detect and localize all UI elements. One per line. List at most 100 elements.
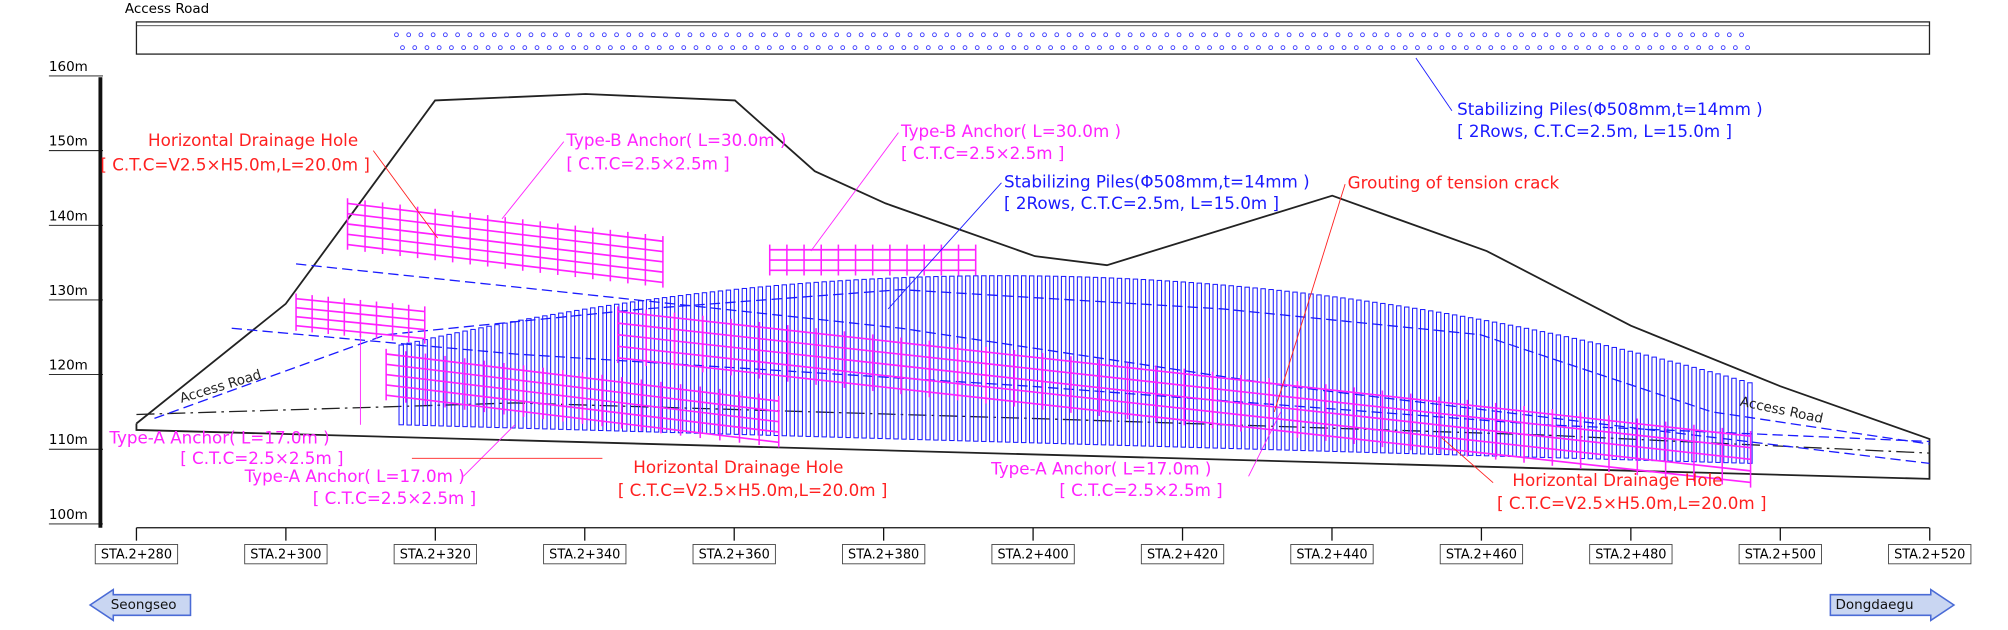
slip-line — [231, 327, 1930, 443]
annotation: Horizontal Drainage Hole — [1512, 470, 1722, 490]
pile-dot — [1176, 32, 1182, 38]
pile-dot — [1237, 32, 1243, 38]
station-box — [1140, 544, 1225, 565]
pile-dot — [1604, 32, 1610, 38]
pile — [526, 318, 532, 429]
pile — [741, 287, 748, 436]
station-label: STA.2+280 — [101, 547, 172, 562]
pile-dot — [1292, 45, 1298, 51]
pile — [1611, 346, 1617, 460]
pile — [1547, 332, 1554, 459]
pile-dot — [1201, 32, 1206, 38]
pile-dot — [742, 45, 748, 51]
direction-label: Seongseo — [111, 597, 177, 613]
leader-line — [501, 141, 565, 220]
pile — [1076, 276, 1083, 445]
pile-dot — [932, 32, 937, 38]
pile-dot — [656, 45, 662, 51]
pile — [1579, 339, 1586, 460]
pile-dot — [962, 45, 968, 51]
pile-dot — [1647, 45, 1653, 51]
pile-dot — [1311, 32, 1316, 38]
station-label: STA.2+300 — [250, 547, 321, 562]
pile-dot — [1353, 45, 1359, 51]
station-label: STA.2+340 — [549, 547, 620, 562]
pile — [1723, 375, 1729, 464]
pile — [885, 277, 891, 440]
pile-dot — [748, 32, 754, 38]
pile-dot — [809, 32, 815, 38]
pile — [1499, 323, 1506, 457]
pile-dot — [1622, 45, 1628, 51]
leader-line — [1248, 411, 1282, 477]
pile — [1188, 282, 1194, 448]
pile — [925, 276, 931, 441]
pile-dot — [1164, 32, 1170, 38]
pile — [414, 340, 420, 426]
pile-dot — [870, 32, 876, 38]
pile — [1292, 291, 1298, 451]
station-label: STA.2+500 — [1745, 547, 1816, 562]
station-box — [1589, 544, 1673, 565]
pile — [1356, 299, 1362, 453]
pile — [1539, 331, 1546, 458]
pile-dot — [449, 45, 454, 51]
pile-dot — [766, 45, 772, 51]
pile-dot — [1586, 45, 1592, 51]
pile-dot — [1574, 45, 1579, 51]
pile-dot — [1194, 45, 1200, 51]
pile-dot — [1457, 32, 1463, 38]
plan-strip — [135, 21, 1931, 55]
pile-dot — [1671, 45, 1677, 51]
pile-dot — [834, 32, 840, 38]
pile — [1404, 306, 1410, 455]
station-label: STA.2+360 — [699, 547, 770, 562]
station-box — [1439, 544, 1524, 565]
pile — [1172, 280, 1179, 448]
pile-dot — [1139, 32, 1145, 38]
pile-dot — [1084, 45, 1090, 51]
pile — [446, 333, 452, 427]
pile-dot — [614, 32, 619, 38]
pile-dot — [760, 32, 766, 38]
pile-dot — [1243, 45, 1249, 51]
elevation-label: 150m — [49, 134, 88, 150]
pile — [1100, 277, 1107, 446]
pile-dot — [1231, 45, 1237, 51]
pile — [1555, 334, 1562, 459]
pile — [1324, 295, 1330, 452]
pile — [1372, 301, 1378, 454]
pile — [1451, 314, 1458, 456]
pile — [1348, 298, 1354, 453]
pile-dot — [693, 45, 699, 51]
pile-dot — [1188, 32, 1194, 38]
pile-dot — [1555, 32, 1561, 38]
pile — [454, 332, 460, 427]
elevation-label: 100m — [49, 507, 88, 523]
pile — [1380, 302, 1386, 454]
pile-dot — [1317, 45, 1322, 51]
direction-label: Dongdaegu — [1836, 597, 1914, 613]
pile-dot — [400, 45, 405, 51]
pile-dot — [852, 45, 858, 51]
pile-dot — [1684, 45, 1689, 51]
pile — [1364, 300, 1370, 453]
pile — [398, 344, 404, 426]
pile — [1084, 276, 1091, 445]
pile-dot — [864, 45, 870, 51]
pile-dot — [430, 32, 436, 38]
pile-dot — [607, 45, 613, 51]
pile-dot — [1305, 45, 1310, 51]
pile — [1212, 283, 1218, 449]
pile-dot — [522, 45, 528, 51]
pile-dot — [546, 45, 552, 51]
pile-dot — [1580, 32, 1585, 38]
pile-dot — [840, 45, 846, 51]
pile-dot — [1280, 45, 1286, 51]
pile — [1092, 276, 1099, 446]
pile — [853, 279, 859, 439]
pile-dot — [919, 32, 925, 38]
pile-dot — [491, 32, 497, 38]
pile — [1731, 377, 1737, 464]
